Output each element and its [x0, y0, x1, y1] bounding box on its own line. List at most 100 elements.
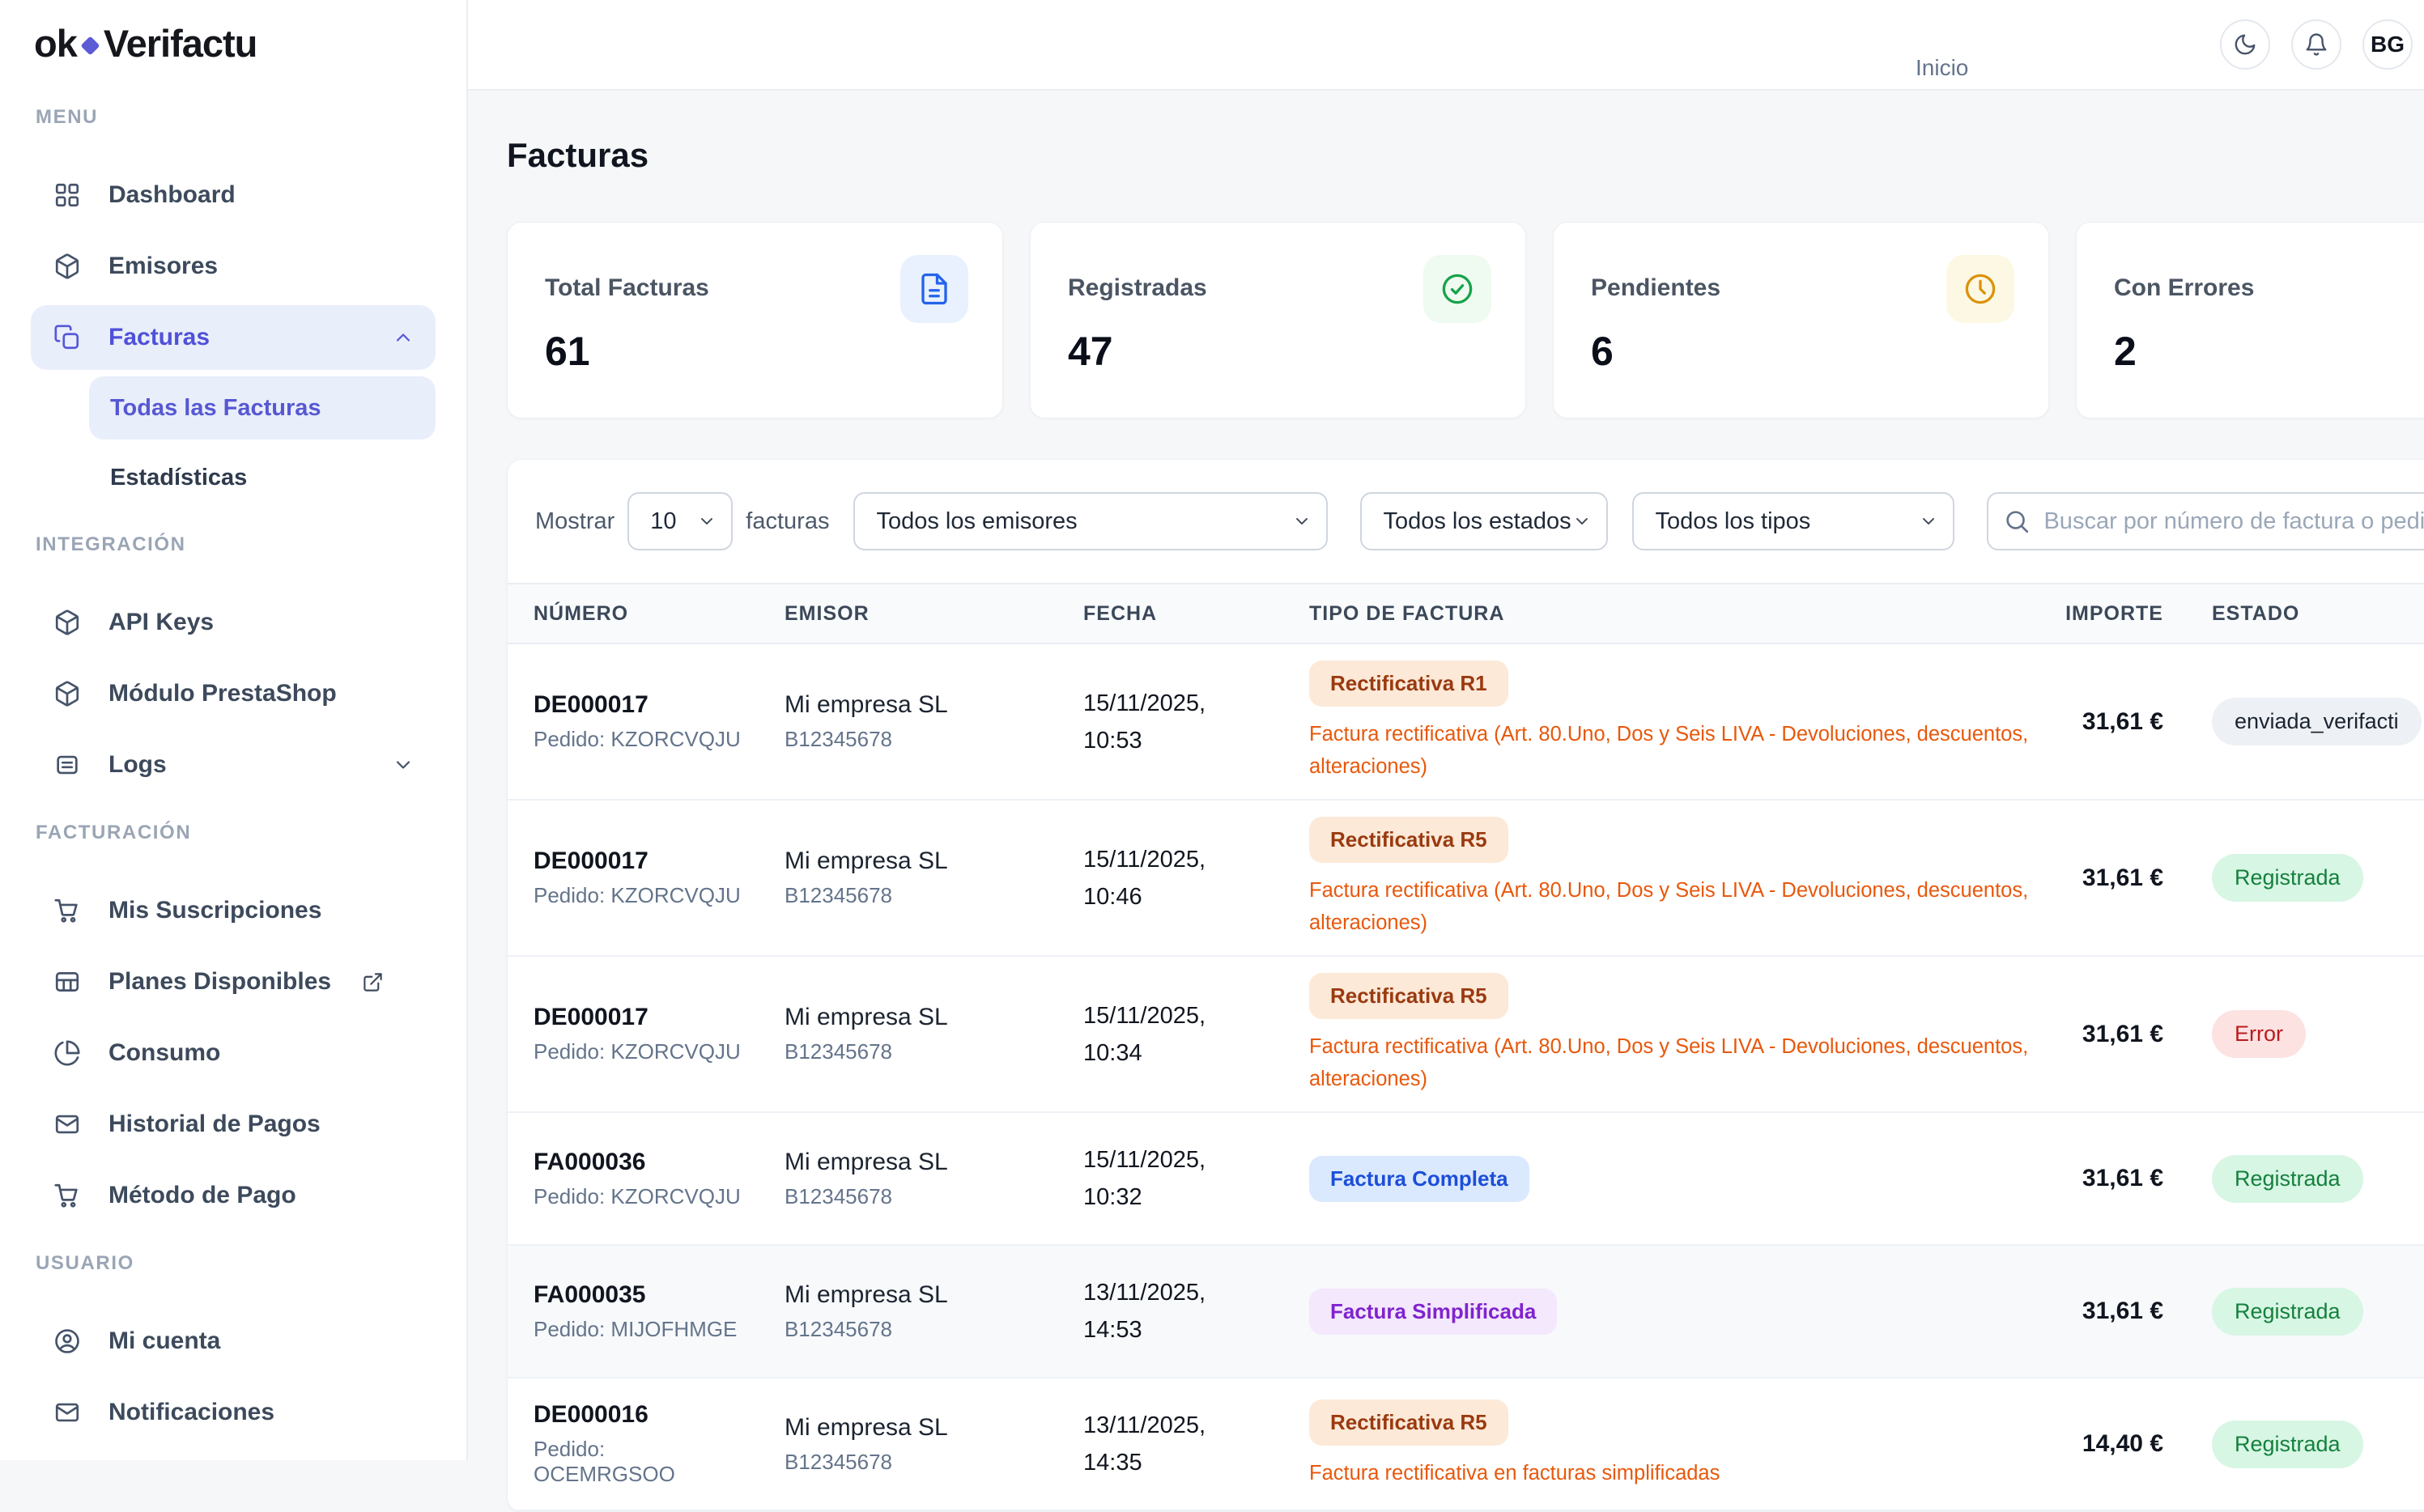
cell-emisor: Mi empresa SL B12345678 [785, 1149, 1083, 1209]
mail-icon [53, 1399, 81, 1426]
invoice-order: Pedido: OCEMRGSOO [534, 1437, 675, 1486]
table-row[interactable]: DE000017 Pedido: KZORCVQJU Mi empresa SL B1… [508, 644, 2424, 801]
tipo-description: Factura rectificativa (Art. 80.Uno, Dos … [1309, 1035, 2029, 1090]
dark-mode-button[interactable] [2220, 19, 2270, 70]
sidebar-item-facturas[interactable]: Facturas [31, 305, 436, 370]
table-row[interactable]: FA000035 Pedido: MIJOFHMGE Mi empresa SL B1… [508, 1246, 2424, 1378]
pie-icon [53, 1039, 81, 1067]
emisor-name: Mi empresa SL [785, 1413, 948, 1441]
emisor-name: Mi empresa SL [785, 1148, 948, 1175]
sidebar-subitem-estadisticas[interactable]: Estadísticas [89, 446, 436, 509]
sidebar-item-api-keys[interactable]: API Keys [31, 590, 436, 655]
cell-emisor: Mi empresa SL B12345678 [785, 1281, 1083, 1342]
cell-emisor: Mi empresa SL B12345678 [785, 1004, 1083, 1064]
tipo-description: Factura rectificativa (Art. 80.Uno, Dos … [1309, 879, 2029, 934]
tipo-badge: Rectificativa R5 [1309, 817, 1508, 863]
cell-tipo: Factura Completa [1309, 1155, 2058, 1202]
cell-tipo: Rectificativa R5 Factura rectificativa (A… [1309, 973, 2058, 1095]
invoice-order: Pedido: KZORCVQJU [534, 883, 741, 907]
estado-badge: Error [2212, 1010, 2306, 1058]
sidebar-item-label: Planes Disponibles [108, 968, 332, 995]
sidebar-item-consumo[interactable]: Consumo [31, 1021, 436, 1085]
table-row[interactable]: FA000036 Pedido: KZORCVQJU Mi empresa SL B1… [508, 1113, 2424, 1246]
stat-card-value: 61 [545, 329, 590, 374]
tipo-filter-value: Todos los tipos [1655, 508, 1811, 534]
invoice-order: Pedido: KZORCVQJU [534, 1039, 741, 1064]
cell-numero: FA000036 Pedido: KZORCVQJU [534, 1149, 785, 1209]
cell-numero: DE000017 Pedido: KZORCVQJU [534, 1004, 785, 1064]
stat-icon-tile [1946, 255, 2014, 323]
emisor-nif: B12345678 [785, 883, 893, 907]
invoice-order: Pedido: KZORCVQJU [534, 1183, 741, 1208]
sidebar-item-label: Mi cuenta [108, 1327, 221, 1354]
sidebar-item-emisores[interactable]: Emisores [31, 234, 436, 299]
sidebar-item-historial-de-pagos[interactable]: Historial de Pagos [31, 1092, 436, 1157]
sidebar-item-label: Dashboard [108, 181, 236, 208]
sidebar-item-mis-suscripciones[interactable]: Mis Suscripciones [31, 878, 436, 943]
estado-badge: enviada_verifacti [2212, 698, 2422, 745]
invoice-time: 10:32 [1083, 1184, 1142, 1210]
tipo-badge: Factura Simplificada [1309, 1288, 1558, 1335]
brand-logo-rest: Verifactu [103, 22, 258, 65]
tipo-filter-select[interactable]: Todos los tipos [1632, 492, 1955, 550]
cell-numero: DE000016 Pedido: OCEMRGSOO [534, 1401, 785, 1487]
sidebar-item-label: Emisores [108, 253, 219, 279]
cell-tipo: Factura Simplificada [1309, 1288, 2058, 1335]
column-header-estado: ESTADO [2212, 601, 2300, 625]
cell-fecha: 15/11/2025, 10:46 [1083, 841, 1309, 915]
stat-card-label: Registradas [1068, 274, 1207, 301]
emisor-nif: B12345678 [785, 1316, 893, 1341]
page-size-select[interactable]: 10 [627, 492, 734, 550]
emisor-name: Mi empresa SL [785, 847, 948, 874]
invoice-number: FA000035 [534, 1281, 646, 1308]
emisor-filter-select[interactable]: Todos los emisores [853, 492, 1329, 550]
sidebar-item-dashboard[interactable]: Dashboard [31, 163, 436, 227]
table-icon [53, 968, 81, 996]
cell-estado: enviada_verifacti [2163, 698, 2424, 745]
column-header-fecha: FECHA [1083, 601, 1158, 625]
stat-card-con-errores: Con Errores 2 [2076, 222, 2424, 418]
cell-estado: Registrada [2163, 1287, 2424, 1336]
cell-importe: 31,61 € [2082, 1298, 2163, 1324]
page-size-value: 10 [650, 508, 677, 534]
sidebar-subitem-todas-las-facturas[interactable]: Todas las Facturas [89, 376, 436, 440]
table-body: DE000017 Pedido: KZORCVQJU Mi empresa SL B1… [508, 644, 2424, 1511]
cell-emisor: Mi empresa SL B12345678 [785, 691, 1083, 752]
emisor-nif: B12345678 [785, 1449, 893, 1474]
topbar: BG [468, 0, 2424, 91]
sidebar-item-mi-cuenta[interactable]: Mi cuenta [31, 1309, 436, 1374]
estado-filter-value: Todos los estados [1383, 508, 1571, 534]
notifications-button[interactable] [2291, 19, 2341, 70]
sidebar-item-modulo-prestashop[interactable]: Módulo PrestaShop [31, 661, 436, 726]
check-circle-icon [1440, 272, 1474, 306]
user-avatar[interactable]: BG [2362, 19, 2413, 70]
breadcrumb[interactable]: Inicio [1916, 55, 1969, 80]
chevron-down-icon [1919, 512, 1938, 531]
sidebar-item-notificaciones[interactable]: Notificaciones [31, 1380, 436, 1445]
invoice-date: 15/11/2025, [1083, 1147, 1206, 1173]
cell-fecha: 13/11/2025, 14:53 [1083, 1274, 1309, 1348]
search-input[interactable] [1987, 492, 2424, 550]
column-header-tipo-de-factura: TIPO DE FACTURA [1309, 601, 1505, 625]
cell-numero: DE000017 Pedido: KZORCVQJU [534, 691, 785, 752]
sidebar-item-label: Notificaciones [108, 1399, 275, 1425]
cell-estado: Registrada [2163, 1154, 2424, 1203]
table-row[interactable]: DE000017 Pedido: KZORCVQJU Mi empresa SL B1… [508, 801, 2424, 957]
sidebar-item-logs[interactable]: Logs [31, 733, 436, 797]
invoice-date: 15/11/2025, [1083, 690, 1206, 716]
column-header-importe: IMPORTE [2065, 601, 2163, 625]
page-content: Facturas Total Facturas 61 Registradas 47 Pe… [468, 91, 2424, 1512]
invoice-date: 13/11/2025, [1083, 1412, 1206, 1438]
clock-icon [1963, 272, 1997, 306]
column-header-numero: NÚMERO [534, 601, 629, 625]
sidebar-item-metodo-de-pago[interactable]: Método de Pago [31, 1163, 436, 1228]
estado-filter-select[interactable]: Todos los estados [1360, 492, 1609, 550]
sidebar-item-planes-disponibles[interactable]: Planes Disponibles [31, 949, 436, 1014]
cell-estado: Error [2163, 1010, 2424, 1058]
tipo-badge: Factura Completa [1309, 1155, 1529, 1202]
invoices-panel: Mostrar 10 facturas Todos los emisores T… [507, 459, 2424, 1512]
brand-diamond-icon [80, 36, 100, 56]
invoice-date: 15/11/2025, [1083, 1002, 1206, 1029]
table-row[interactable]: DE000017 Pedido: KZORCVQJU Mi empresa SL B1… [508, 957, 2424, 1113]
table-row[interactable]: DE000016 Pedido: OCEMRGSOO Mi empresa SL B1… [508, 1378, 2424, 1511]
